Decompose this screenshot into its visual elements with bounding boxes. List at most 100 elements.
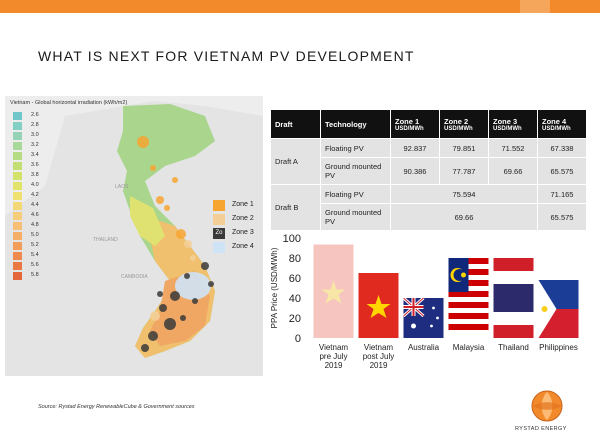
value-cell: 69.66 [390,203,538,231]
legend-item: 3.8 [13,171,53,181]
legend-item: 2.8 [13,121,53,131]
legend-swatch [13,262,22,270]
legend-swatch [13,212,22,220]
legend-value: 3.8 [31,172,39,178]
legend-item: 4.2 [13,191,53,201]
table-row: Draft B Floating PV 75.594 71.165 [270,184,587,231]
value-cell: 92.837 [390,138,440,158]
chart-bars [313,244,579,338]
legend-swatch [13,142,22,150]
legend-value: 4.0 [31,182,39,188]
legend-swatch [13,222,22,230]
top-accent-bar [0,0,600,13]
bar-flag-malaysia [448,258,489,338]
y-tick-label: 40 [289,293,301,305]
irradiation-map: THAILAND CAMBODIA LAOS Vietnam - Global … [5,96,263,376]
y-tick-label: 100 [283,233,301,245]
legend-swatch [13,232,22,240]
tech-cell: Floating PV [320,138,391,158]
y-tick-label: 60 [289,273,301,285]
legend-value: 4.2 [31,192,39,198]
bar-flag-australia [403,298,444,338]
zone-legend-item: Zone 4 [213,241,263,255]
bar-flag-philippines [538,280,579,338]
x-tick-label: Malaysia [453,343,485,352]
legend-item: 4.0 [13,181,53,191]
zone-4-label: Zone 4 [232,243,254,250]
legend-value: 3.6 [31,162,39,168]
draft-b-label: Draft B [270,184,321,231]
header-zone-3: Zone 3 USD/MWh [488,109,538,139]
x-tick-label: Australia [408,343,440,352]
x-tick-label: Thailand [498,343,529,352]
legend-swatch [13,112,22,120]
legend-item: 5.0 [13,231,53,241]
y-tick-label: 0 [295,333,301,345]
legend-item: 5.6 [13,261,53,271]
value-cell: 69.66 [488,157,538,185]
legend-swatch [13,202,22,210]
ppa-tariff-table: Draft Technology Zone 1 USD/MWh Zone 2 USD… [270,109,587,231]
legend-swatch [13,162,22,170]
value-cell: 79.851 [439,138,489,158]
zone-1-swatch [213,200,225,211]
zone-legend-item: Zone 1 [213,199,263,213]
legend-swatch [13,272,22,280]
top-accent-tab [520,0,550,13]
x-tick-label: Philippines [539,343,578,352]
legend-item: 5.8 [13,271,53,281]
zone-1-label: Zone 1 [232,201,254,208]
zone-3-swatch: Zo [213,228,225,239]
y-tick-label: 80 [289,253,301,265]
legend-value: 5.4 [31,252,39,258]
map-label-thailand: THAILAND [93,237,118,243]
legend-value: 2.8 [31,122,39,128]
legend-value: 3.0 [31,132,39,138]
header-zone-2: Zone 2 USD/MWh [439,109,489,139]
value-cell: 71.552 [488,138,538,158]
tech-cell: Floating PV [320,184,391,204]
irradiation-legend: 2.6 2.8 3.0 3.2 3.4 3.6 3.8 4.0 4.2 4.4 4.6 4.8 5.0 5… [13,111,53,281]
legend-value: 2.6 [31,112,39,118]
legend-item: 4.8 [13,221,53,231]
chart-axes: PPA Price (USD/MWh) 0 20 40 60 80 100 [270,233,301,345]
legend-item: 3.6 [13,161,53,171]
header-zone-4: Zone 4 USD/MWh [537,109,587,139]
value-cell: 67.338 [537,138,587,158]
legend-value: 3.4 [31,152,39,158]
table-row: Draft A Floating PV 92.837 79.851 71.552… [270,138,587,185]
bar-flag-thailand [493,258,534,338]
rystad-energy-logo [531,390,563,422]
header-zone-1: Zone 1 USD/MWh [390,109,440,139]
value-cell: 71.165 [537,184,587,204]
legend-item: 3.2 [13,141,53,151]
legend-item: 3.0 [13,131,53,141]
legend-swatch [13,152,22,160]
map-title: Vietnam - Global horizontal irradiation … [10,100,128,106]
map-label-cambodia: CAMBODIA [121,274,148,280]
legend-value: 4.8 [31,222,39,228]
map-label-laos: LAOS [115,184,129,190]
header-draft: Draft [270,109,321,139]
value-cell: 90.386 [390,157,440,185]
vietnam-map-graphic: THAILAND CAMBODIA LAOS [5,101,263,376]
legend-swatch [13,132,22,140]
bar-flag-vietnam [358,273,399,338]
tech-cell: Ground mounted PV [320,203,391,231]
zone-legend-item: Zone 2 [213,213,263,227]
source-note: Source: Rystad Energy RenewableCube & Go… [38,404,195,410]
legend-item: 5.2 [13,241,53,251]
x-tick-label: Vietnam [364,343,394,352]
x-tick-label: 2019 [370,361,388,370]
legend-value: 5.2 [31,242,39,248]
value-cell: 75.594 [390,184,538,204]
header-technology: Technology [320,109,391,139]
logo-text: RYSTAD ENERGY [515,426,567,432]
legend-item: 3.4 [13,151,53,161]
zone-legend: Zone 1 Zone 2 Zo Zone 3 Zone 4 [213,199,263,255]
x-tick-label: Vietnam [319,343,349,352]
legend-value: 5.6 [31,262,39,268]
y-axis-label: PPA Price (USD/MWh) [270,247,279,328]
